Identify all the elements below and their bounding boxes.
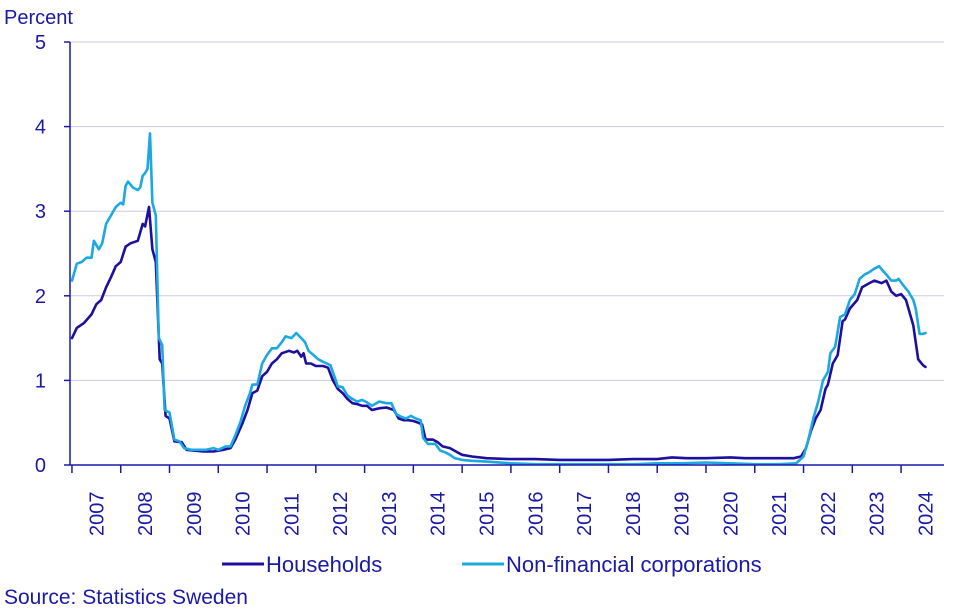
series-line-2	[70, 132, 927, 466]
x-tick-label: 2009	[184, 492, 206, 537]
legend-label-1: Households	[266, 552, 382, 577]
axes	[69, 42, 944, 466]
y-tick-label: 1	[35, 370, 46, 392]
x-axis-ticks: 2007 2008 2009 2010 2011 2012 2013 2014 2015 2016…	[71, 465, 937, 537]
y-axis-label: Percent	[4, 7, 73, 29]
x-tick-label: 2020	[720, 492, 742, 537]
x-tick-label: 2017	[574, 492, 596, 537]
x-tick-label: 2023	[867, 492, 889, 537]
y-tick-label: 5	[35, 32, 46, 54]
y-tick-label: 2	[35, 286, 46, 308]
series-lines	[70, 132, 927, 466]
x-tick-label: 2024	[915, 492, 937, 537]
series-line-1	[70, 205, 927, 462]
gridlines	[70, 41, 944, 381]
x-tick-label: 2018	[623, 492, 645, 537]
x-tick-label: 2012	[330, 492, 352, 537]
x-tick-label: 2008	[135, 492, 157, 537]
x-tick-label: 2016	[525, 492, 547, 537]
x-tick-label: 2011	[281, 493, 303, 536]
x-tick-label: 2022	[818, 492, 840, 537]
x-tick-label: 2007	[86, 492, 108, 537]
y-tick-label: 3	[35, 201, 46, 223]
legend-label-2: Non-financial corporations	[506, 552, 762, 577]
x-tick-label: 2010	[233, 492, 255, 537]
y-tick-label: 4	[35, 117, 46, 139]
x-tick-label: 2019	[672, 492, 694, 537]
x-tick-label: 2015	[477, 492, 499, 537]
y-tick-label: 0	[35, 455, 46, 477]
legend: Households Non-financial corporations	[222, 552, 762, 577]
x-tick-label: 2014	[428, 492, 450, 537]
x-tick-label: 2021	[769, 492, 791, 537]
y-axis-ticks: 0 1 2 3 4 5	[35, 32, 70, 477]
x-tick-label: 2013	[379, 492, 401, 537]
source-note: Source: Statistics Sweden	[4, 586, 248, 609]
